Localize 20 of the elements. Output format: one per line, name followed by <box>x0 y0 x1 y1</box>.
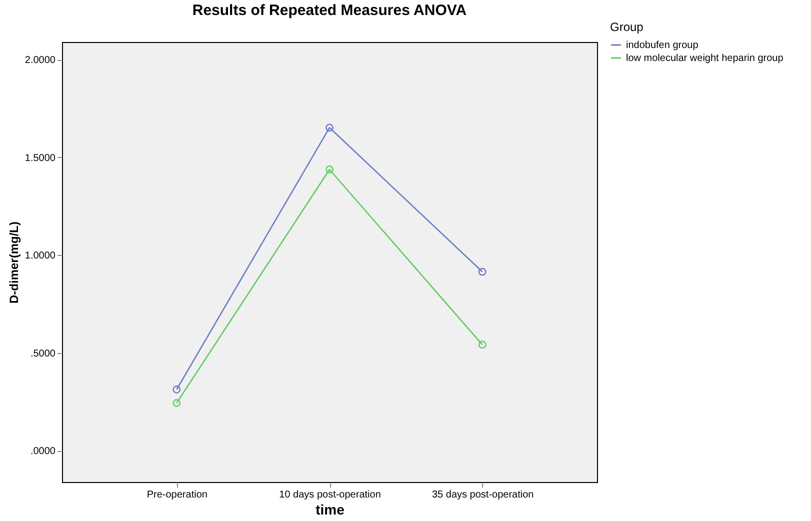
legend-label: low molecular weight heparin group <box>626 53 784 64</box>
legend-label: indobufen group <box>626 40 699 51</box>
x-tick-label: 35 days post-operation <box>432 490 534 500</box>
point <box>172 386 181 394</box>
y-tick-label: .5000 <box>30 348 56 360</box>
y-tick-label: .0000 <box>30 446 56 458</box>
point <box>478 268 486 276</box>
point <box>326 166 334 174</box>
x-tick-label: 10 days post-operation <box>279 490 381 500</box>
y-axis-title: D-dimer(mg/L) <box>6 222 21 304</box>
y-tick-label: 1.5000 <box>24 152 56 164</box>
x-axis-title: time <box>316 502 345 518</box>
y-tick-label: 1.0000 <box>24 250 56 262</box>
point <box>478 340 486 349</box>
legend-title: Group <box>610 20 644 34</box>
chart-title: Results of Repeated Measures ANOVA <box>192 2 467 19</box>
point <box>172 399 181 407</box>
x-tick-label: Pre-operation <box>146 490 208 500</box>
y-tick-label: 2.0000 <box>24 55 56 66</box>
point <box>326 124 334 132</box>
